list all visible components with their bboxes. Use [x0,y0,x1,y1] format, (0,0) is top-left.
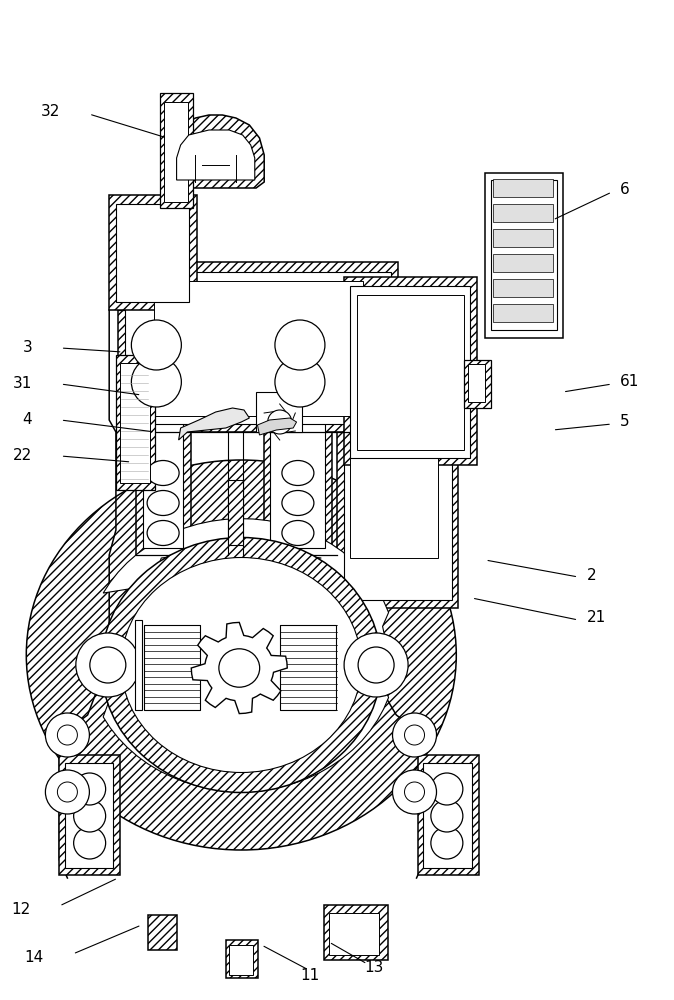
Bar [256,392,302,432]
Text: 21: 21 [586,610,606,626]
Circle shape [57,725,78,745]
Bar [226,940,258,978]
Ellipse shape [147,491,179,516]
Bar [493,304,553,322]
Bar [116,204,189,302]
Polygon shape [103,519,389,791]
Ellipse shape [26,460,456,850]
Circle shape [358,647,394,683]
Ellipse shape [282,460,314,486]
Bar [329,913,379,955]
Ellipse shape [147,460,179,486]
Ellipse shape [282,491,314,516]
Text: 4: 4 [23,412,32,427]
Bar [491,180,557,330]
Text: 6: 6 [620,182,630,198]
Bar [143,386,183,548]
Text: 12: 12 [11,903,30,918]
Bar [136,375,191,555]
Text: 61: 61 [620,374,640,389]
Ellipse shape [282,521,314,546]
Ellipse shape [219,649,259,687]
Polygon shape [167,115,264,188]
Bar [350,286,470,458]
Bar [164,102,188,202]
Circle shape [90,647,126,683]
Circle shape [392,713,437,757]
Polygon shape [179,408,249,440]
Ellipse shape [101,538,381,793]
Bar [160,93,193,208]
Bar [493,204,553,222]
Bar [493,279,553,297]
Circle shape [45,713,90,757]
Bar [65,763,113,868]
Text: 13: 13 [364,960,384,975]
Bar [109,195,197,310]
Polygon shape [177,130,255,180]
Text: 5: 5 [620,414,630,429]
Circle shape [131,357,181,407]
Bar [344,400,452,600]
Bar [324,905,388,960]
Bar [423,763,472,868]
Bar [229,945,253,975]
Circle shape [431,773,463,805]
Bar [270,386,325,548]
Circle shape [404,782,425,802]
Bar [135,620,142,710]
Text: 3: 3 [23,340,32,356]
Circle shape [344,633,408,697]
Circle shape [392,770,437,814]
Text: 32: 32 [41,104,61,119]
Ellipse shape [147,521,179,546]
Bar [264,375,332,555]
Bar [350,413,438,558]
Text: 14: 14 [24,950,44,965]
Text: 11: 11 [301,968,319,982]
Circle shape [57,782,78,802]
Polygon shape [191,622,287,714]
Bar [59,755,120,875]
Bar [344,277,477,465]
Bar [464,360,491,408]
Circle shape [73,773,106,805]
Circle shape [73,800,106,832]
Bar [357,295,464,450]
Bar [337,388,458,608]
Polygon shape [257,418,297,435]
Bar [280,625,336,710]
Bar [144,625,200,710]
Circle shape [404,725,425,745]
Bar [118,262,398,432]
Circle shape [275,357,325,407]
Bar [116,355,155,490]
Text: 22: 22 [13,448,32,464]
Circle shape [431,800,463,832]
Bar [148,915,177,950]
Circle shape [268,410,292,434]
Bar [125,272,391,424]
Text: 2: 2 [586,567,596,582]
Bar [228,480,243,545]
Bar [418,755,479,875]
Bar [485,173,563,338]
Bar [468,364,485,402]
Bar [493,229,553,247]
Circle shape [275,320,325,370]
Bar [493,254,553,272]
Bar [120,363,150,483]
Bar [493,179,553,197]
Ellipse shape [121,558,361,773]
Circle shape [131,320,181,370]
Circle shape [45,770,90,814]
Circle shape [76,633,140,697]
Circle shape [73,827,106,859]
Circle shape [431,827,463,859]
Text: 31: 31 [13,376,32,391]
Bar [154,281,363,416]
